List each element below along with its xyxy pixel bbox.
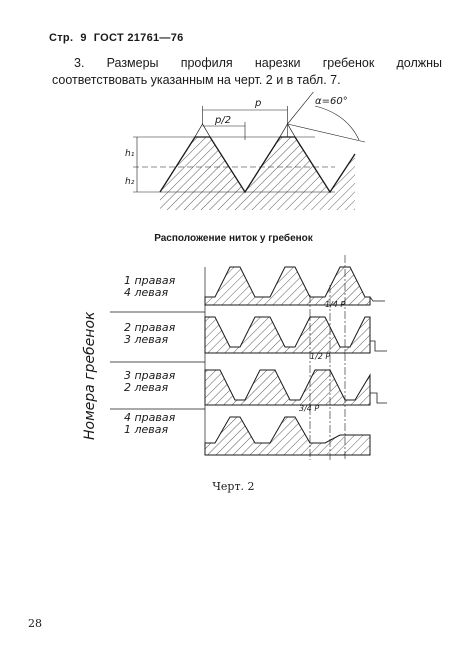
page-no: 9 <box>80 32 87 44</box>
p-half-label: p/2 <box>214 115 231 126</box>
page-label: Стр. <box>49 32 74 44</box>
comb-arrangement-drawing: 1/4 P 1/2 P 3/4 P <box>204 255 387 460</box>
shift-label-1: 1/4 P <box>325 300 345 309</box>
row-4-label: 4 правая 1 левая <box>124 411 176 436</box>
row-2-label: 2 правая 3 левая <box>124 321 176 346</box>
angle-label: α=60° <box>315 96 348 107</box>
page-header: Стр. 9 ГОСТ 21761—76 <box>49 32 191 44</box>
row-1-label: 1 правая 4 левая <box>124 274 176 299</box>
shift-label-3: 3/4 P <box>299 404 319 413</box>
p-label: p <box>254 98 261 109</box>
bracket-lines <box>110 267 206 452</box>
vertical-label: Номера гребенок <box>82 311 98 440</box>
h1-label: h₁ <box>125 149 135 159</box>
page-number: 28 <box>28 617 42 630</box>
figure-caption: Черт. 2 <box>212 480 255 493</box>
thread-profile-drawing: h₁ h₂ p p/2 α=60° <box>125 92 366 210</box>
section-title: Расположение ниток у гребенок <box>154 233 313 244</box>
body-paragraph: 3. Размеры профиля нарезки гребенок долж… <box>52 56 442 87</box>
standard-number: ГОСТ 21761—76 <box>93 32 184 44</box>
shift-label-2: 1/2 P <box>310 352 330 361</box>
h2-label: h₂ <box>125 177 135 187</box>
row-3-label: 3 правая 2 левая <box>124 369 176 394</box>
